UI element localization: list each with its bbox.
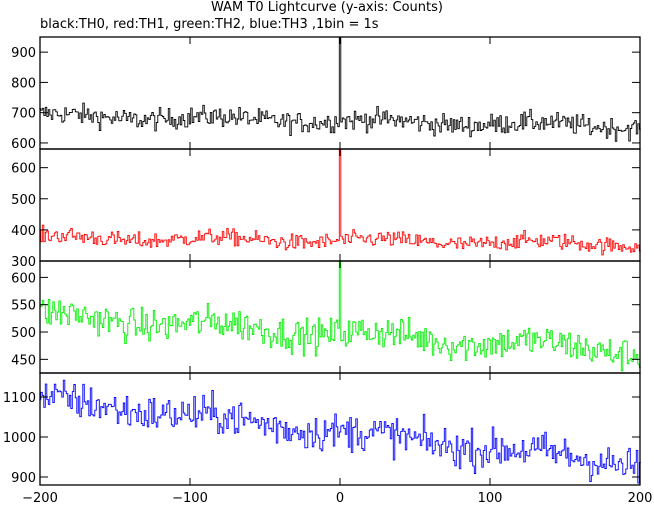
y-tick-label: 300 [11,255,36,270]
y-tick-label: 400 [11,224,36,239]
chart-title: WAM T0 Lightcurve (y-axis: Counts) [211,0,443,15]
x-tick-label: −200 [22,491,58,505]
y-tick-label: 900 [11,46,36,61]
panel-frame-th1 [39,148,641,262]
series-th2 [39,260,641,372]
panel-frame-th2 [39,260,641,374]
panel-frame-th0 [39,36,641,150]
y-tick-label: 1000 [3,431,36,446]
y-tick-label: 600 [11,162,36,177]
y-tick-label: 500 [11,326,36,341]
series-th1 [39,148,641,256]
x-tick-label: 100 [478,491,503,505]
y-tick-label: 550 [11,299,36,314]
x-tick-label: −100 [172,491,208,505]
y-tick-label: 1100 [3,391,36,406]
x-tick-label: 200 [628,491,653,505]
chart-subtitle: black:TH0, red:TH1, green:TH2, blue:TH3 … [40,17,379,32]
y-tick-label: 450 [11,353,36,368]
y-tick-label: 900 [11,471,36,486]
panel-frame-th3 [39,372,641,486]
x-tick-label: 0 [336,491,344,505]
y-tick-label: 600 [11,271,36,286]
y-tick-label: 700 [11,107,36,122]
y-tick-label: 800 [11,76,36,91]
y-tick-label: 500 [11,193,36,208]
series-th0 [39,36,641,142]
y-tick-label: 600 [11,137,36,152]
series-th3 [39,379,641,484]
